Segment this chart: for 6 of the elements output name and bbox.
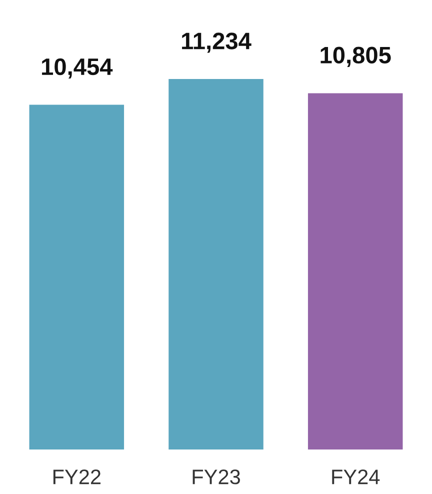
x-tick-label: FY22 — [53, 470, 100, 484]
data-label: 11,234 — [182, 32, 252, 53]
data-label: 10,805 — [320, 46, 391, 67]
x-tick-label: FY24 — [332, 470, 380, 484]
x-tick-label: FY23 — [192, 470, 240, 484]
data-label: 10,454 — [42, 58, 113, 79]
